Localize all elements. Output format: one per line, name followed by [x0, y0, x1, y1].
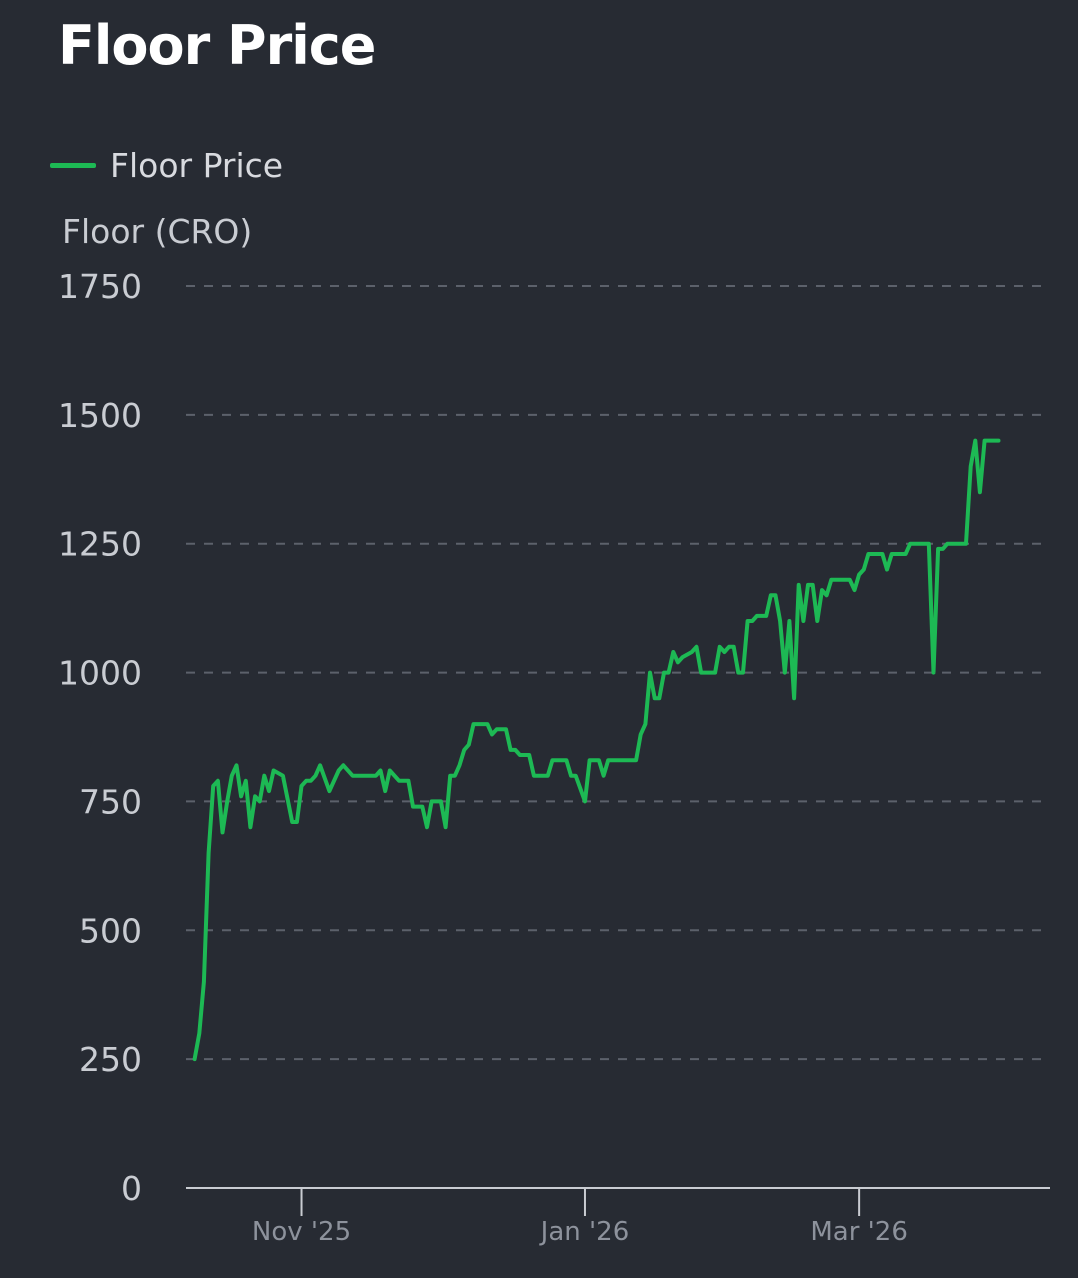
y-tick-label-500: 500 — [79, 911, 142, 950]
y-tick-label-250: 250 — [79, 1040, 142, 1079]
x-tick-label-1: Jan '26 — [539, 1217, 630, 1247]
series-line-floor-price[interactable] — [192, 438, 1001, 1062]
grid-lines — [186, 285, 1050, 1061]
y-tick-label-1500: 1500 — [58, 396, 142, 435]
x-tick-label-0: Nov '25 — [252, 1217, 351, 1247]
y-tick-label-1750: 1750 — [58, 267, 142, 306]
page-title: Floor Price — [58, 14, 376, 77]
y-axis-title: Floor (CRO) — [62, 212, 252, 251]
x-tick-labels: Nov '25 Jan '26 Mar '26 — [252, 1217, 908, 1247]
series-group — [192, 438, 1001, 1062]
legend-swatch — [50, 163, 96, 168]
y-tick-label-0: 0 — [121, 1169, 142, 1208]
y-tick-label-750: 750 — [79, 782, 142, 821]
chart-legend[interactable]: Floor Price — [50, 146, 283, 185]
y-tick-labels: 0 250 500 750 1000 1250 1500 1750 — [58, 267, 142, 1208]
legend-label: Floor Price — [110, 146, 284, 185]
y-tick-label-1000: 1000 — [58, 654, 142, 693]
x-tick-marks — [300, 1188, 861, 1216]
y-tick-label-1250: 1250 — [58, 525, 142, 564]
x-tick-label-2: Mar '26 — [810, 1217, 908, 1247]
